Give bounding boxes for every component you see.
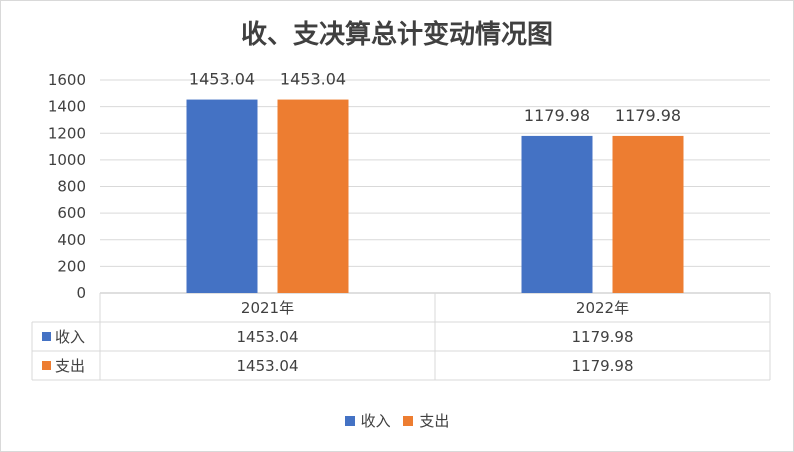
y-tick-label: 800 [57, 178, 86, 196]
chart-title: 收、支决算总计变动情况图 [240, 20, 553, 50]
y-tick-label: 1000 [48, 151, 86, 169]
bar-0-1 [521, 135, 593, 293]
legend: 收入 支出 [0, 410, 794, 431]
table-legend-key [42, 332, 51, 341]
y-tick-label: 200 [57, 257, 86, 275]
data-label: 1453.04 [280, 70, 346, 89]
data-label: 1179.98 [524, 106, 590, 125]
table-cell: 1453.04 [236, 357, 298, 375]
legend-item-income: 收入 [344, 410, 391, 431]
data-label: 1453.04 [189, 70, 255, 89]
legend-label-income: 收入 [360, 412, 391, 430]
table-series-name: 收入 [55, 328, 85, 346]
table-series-name: 支出 [55, 357, 85, 375]
table-cell: 1179.98 [571, 328, 633, 346]
legend-swatch-expense [403, 415, 414, 426]
x-tick-label: 2022年 [576, 299, 629, 317]
y-tick-label: 1200 [48, 124, 86, 142]
legend-swatch-income [344, 415, 355, 426]
table-cell: 1453.04 [236, 328, 298, 346]
bar-1-0 [277, 99, 349, 293]
y-tick-label: 600 [57, 204, 86, 222]
bar-1-1 [612, 135, 684, 293]
data-label: 1179.98 [615, 106, 681, 125]
bar-0-0 [186, 99, 258, 293]
y-tick-label: 400 [57, 231, 86, 249]
legend-label-expense: 支出 [419, 412, 450, 430]
y-tick-label: 1600 [48, 71, 86, 89]
y-tick-label: 1400 [48, 98, 86, 116]
y-tick-label: 0 [76, 284, 86, 302]
table-legend-key [42, 361, 51, 370]
table-cell: 1179.98 [571, 357, 633, 375]
legend-item-expense: 支出 [403, 410, 449, 431]
x-tick-label: 2021年 [241, 299, 294, 317]
